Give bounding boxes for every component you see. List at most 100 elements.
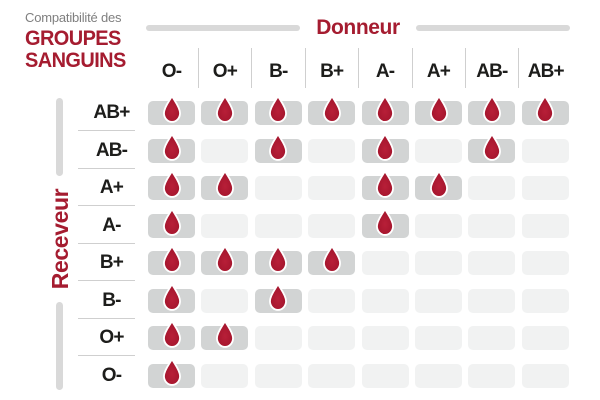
receiver-label-O-: O- [101, 364, 122, 386]
compatibility-grid [148, 94, 569, 388]
donor-header-A+: A+ [412, 48, 466, 88]
cell-B+-from-AB- [468, 251, 516, 275]
cell-AB--from-AB+ [521, 138, 569, 163]
cell-B--from-AB+ [521, 288, 569, 313]
cell-O--from-B+ [308, 363, 356, 388]
cell-B+-from-B+ [308, 244, 356, 275]
cell-O--from-B- [254, 363, 302, 388]
row-separator [78, 317, 135, 319]
row-separator [78, 280, 135, 281]
cell-AB--from-O- [148, 132, 195, 163]
donor-header-B+: B+ [305, 48, 360, 88]
cell-B+-from-O+ [201, 244, 249, 275]
blood-drop-icon [162, 132, 181, 161]
cell-AB--from-A- [361, 132, 409, 163]
cell-AB+-from-B+ [308, 94, 356, 125]
receiver-label-B-: B- [102, 289, 121, 311]
cell-O--from-O- [148, 357, 195, 388]
cell-B--from-B+ [308, 288, 356, 313]
receiver-axis-bar-bottom [56, 302, 63, 390]
blood-drop-icon [322, 94, 341, 123]
blood-drop-icon [162, 282, 181, 311]
blood-drop-icon [429, 94, 448, 123]
cell-A+-from-O- [148, 169, 195, 200]
blood-drop-icon [162, 94, 181, 123]
donor-header-O-: O- [145, 48, 199, 88]
cell-AB--from-B+ [308, 138, 356, 163]
cell-A+-from-A- [361, 169, 409, 200]
receiver-label-AB-: AB- [95, 139, 128, 161]
cell-O+-from-A- [361, 326, 409, 350]
cell-A--from-O- [148, 207, 195, 238]
cell-O--from-A+ [415, 363, 462, 388]
blood-drop-icon [215, 319, 234, 348]
cell-B--from-A+ [415, 288, 462, 313]
cell-AB--from-O+ [201, 138, 249, 163]
cell-O+-from-O- [148, 319, 195, 350]
cell-O+-from-A+ [415, 326, 462, 350]
blood-drop-icon [215, 94, 234, 123]
donor-axis-header: Donneur [146, 16, 570, 40]
cell-O--from-AB- [468, 363, 516, 388]
cell-A+-from-A+ [415, 169, 462, 200]
cell-B+-from-A+ [415, 251, 462, 275]
donor-axis-bar-left [146, 25, 301, 31]
cell-AB--from-B- [254, 132, 302, 163]
cell-O--from-A- [361, 363, 409, 388]
cell-AB+-from-AB- [468, 94, 516, 125]
cell-O+-from-B+ [308, 326, 356, 350]
cell-A--from-AB+ [521, 213, 569, 238]
donor-header-O+: O+ [198, 48, 253, 88]
blood-drop-icon [376, 132, 395, 161]
cell-O--from-AB+ [521, 363, 569, 388]
blood-drop-icon [162, 207, 181, 236]
blood-drop-icon [536, 94, 555, 123]
blood-drop-icon [482, 94, 501, 123]
cell-B--from-A- [361, 288, 409, 313]
blood-drop-icon [269, 132, 288, 161]
cell-O+-from-O+ [201, 319, 249, 350]
blood-drop-icon [376, 207, 395, 236]
cell-B--from-AB- [468, 288, 516, 313]
cell-AB--from-A+ [415, 138, 462, 163]
cell-O--from-O+ [201, 363, 249, 388]
donor-header-AB+: AB+ [527, 61, 565, 82]
cell-A--from-AB- [468, 213, 516, 238]
blood-drop-icon [429, 169, 448, 198]
brand-title-block: Compatibilité des GROUPES SANGUINS [25, 10, 155, 71]
receiver-label-A-: A- [102, 214, 121, 236]
cell-A+-from-B- [254, 176, 302, 200]
blood-drop-icon [162, 169, 181, 198]
blood-drop-icon [162, 357, 181, 386]
brand-title-line2: SANGUINS [25, 48, 126, 72]
donor-header-B-: B- [252, 48, 306, 88]
receiver-label-O+: O+ [99, 327, 124, 348]
cell-B+-from-A- [361, 251, 409, 275]
cell-O+-from-AB- [468, 326, 516, 350]
brand-subtitle: Compatibilité des [25, 10, 122, 25]
cell-AB+-from-AB+ [521, 94, 569, 125]
cell-A--from-A+ [415, 213, 462, 238]
row-separator [78, 167, 135, 169]
cell-B+-from-B- [254, 244, 302, 275]
cell-A--from-B+ [308, 213, 356, 238]
blood-drop-icon [162, 319, 181, 348]
blood-drop-icon [376, 94, 395, 123]
blood-drop-icon [269, 94, 288, 123]
cell-AB+-from-A- [361, 94, 409, 125]
blood-drop-icon [215, 244, 234, 273]
cell-B+-from-AB+ [521, 251, 569, 275]
cell-A+-from-AB+ [521, 176, 569, 200]
donor-header-A-: A- [359, 48, 413, 88]
cell-AB--from-AB- [468, 132, 516, 163]
blood-drop-icon [482, 132, 501, 161]
cell-A--from-A- [361, 207, 409, 238]
cell-A--from-B- [254, 213, 302, 238]
brand-title-line1: GROUPES [25, 27, 121, 50]
row-separator [78, 130, 135, 131]
blood-drop-icon [376, 169, 395, 198]
cell-O+-from-B- [254, 326, 302, 350]
receiver-label-A+: A+ [99, 177, 124, 198]
cell-B--from-O- [148, 282, 195, 313]
